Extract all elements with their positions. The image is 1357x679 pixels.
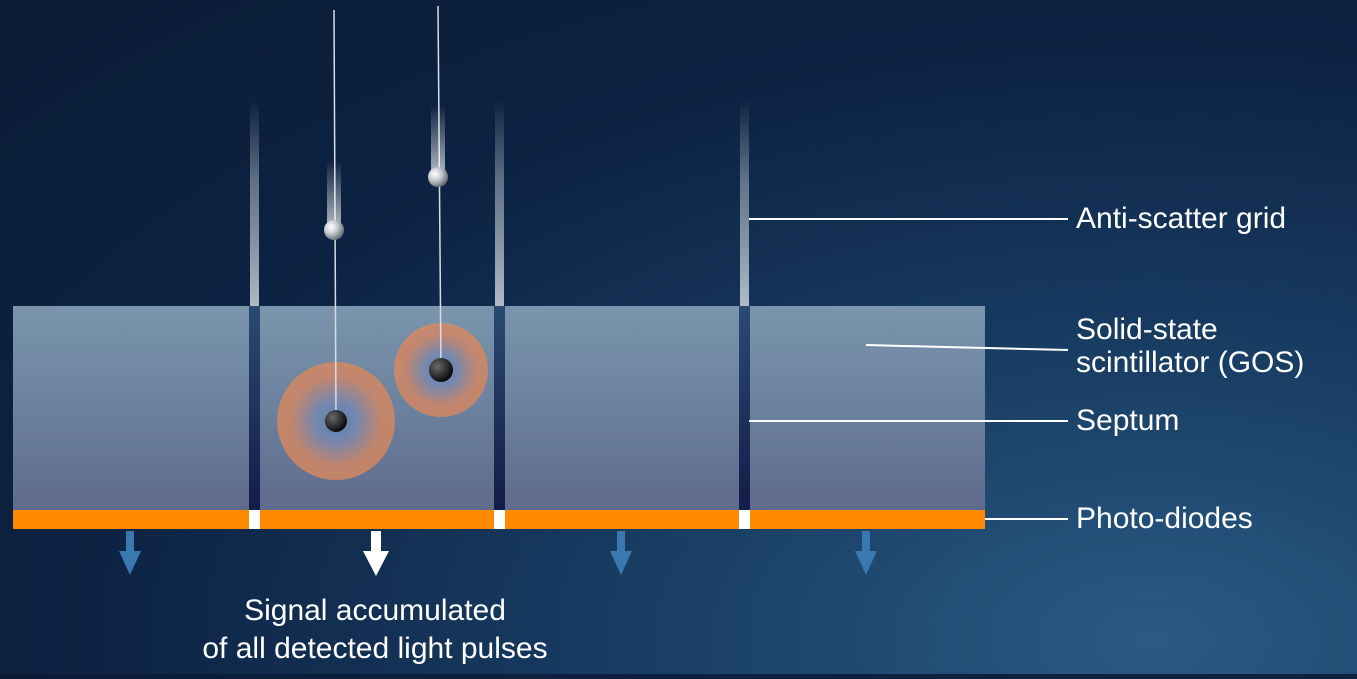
septum <box>249 306 260 510</box>
arrow-down-icon <box>363 531 389 576</box>
septum-label: Septum <box>1076 404 1180 437</box>
septum <box>739 306 750 510</box>
scintillator-label-line2: scintillator (GOS) <box>1076 346 1305 379</box>
septum <box>494 306 505 510</box>
photo-diodes <box>13 510 985 529</box>
grid-lamella <box>740 100 749 306</box>
septa <box>249 306 750 510</box>
absorption-point <box>325 410 347 432</box>
arrow-down-icon <box>855 531 877 575</box>
grid-lamella <box>495 100 504 306</box>
photo-diode <box>750 510 985 529</box>
diode-gap <box>739 510 750 529</box>
scintillator-label-line1: Solid-state <box>1076 313 1218 346</box>
photo-diode <box>13 510 249 529</box>
photon-trail <box>327 160 341 230</box>
anti-scatter-grid <box>250 100 749 306</box>
photon-trail <box>431 105 445 177</box>
diode-gap <box>249 510 260 529</box>
signal-arrows <box>119 531 877 576</box>
signal-caption-line1: Signal accumulated <box>244 594 506 627</box>
photo-diode <box>260 510 494 529</box>
xray-photon-icon <box>324 220 344 240</box>
photo-diode <box>505 510 739 529</box>
anti-scatter-grid-label: Anti-scatter grid <box>1076 202 1287 235</box>
xray-photon-icon <box>428 167 448 187</box>
grid-lamella <box>250 100 259 306</box>
absorption-point <box>429 358 453 382</box>
signal-caption-line2: of all detected light pulses <box>202 632 548 665</box>
signal-caption: Signal accumulated of all detected light… <box>160 592 590 668</box>
arrow-down-icon <box>610 531 632 575</box>
diode-gap <box>494 510 505 529</box>
photon-path <box>437 5 442 371</box>
photo-diodes-label: Photo-diodes <box>1076 502 1253 535</box>
leader-line-scintillator <box>865 344 1069 351</box>
arrow-down-icon <box>119 531 141 575</box>
